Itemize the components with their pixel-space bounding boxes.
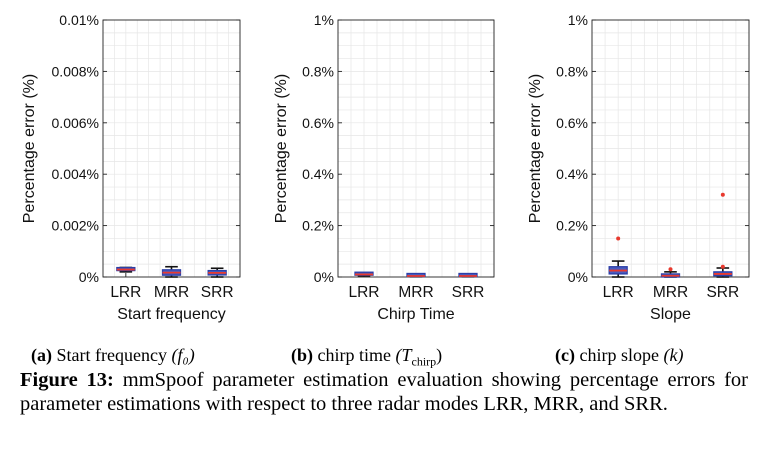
y-tick-label: 0.008% — [52, 63, 99, 79]
subcaption-a-letter: (a) — [31, 345, 52, 365]
x-tick-label: MRR — [653, 284, 688, 301]
box-outlier — [720, 264, 725, 269]
y-tick-label: 0.002% — [52, 218, 99, 234]
box-srr — [207, 267, 227, 278]
box-srr — [458, 272, 478, 278]
x-tick-label: SRR — [452, 284, 485, 301]
caption-label: Figure 13: — [20, 369, 114, 391]
y-axis-label: Percentage error (%) — [273, 74, 290, 223]
y-axis-label: Percentage error (%) — [21, 74, 38, 223]
subcaption-c-symbol: (k) — [663, 345, 684, 365]
y-axis-label: Percentage error (%) — [527, 74, 544, 223]
y-tick-label: 0.8% — [302, 63, 334, 79]
y-tick-label: 1% — [314, 12, 334, 28]
y-tick-label: 0.2% — [556, 218, 588, 234]
y-tick-label: 0.6% — [302, 115, 334, 131]
box-lrr — [354, 271, 374, 277]
y-tick-label: 0.8% — [556, 63, 588, 79]
box-mrr — [161, 265, 182, 278]
x-tick-label: SRR — [706, 284, 739, 301]
x-tick-label: LRR — [603, 284, 634, 301]
y-tick-label: 0.6% — [556, 115, 588, 131]
box-lrr — [608, 236, 628, 278]
y-tick-label: 0% — [568, 269, 588, 285]
chart-2: 0% 0.2% 0.4% 0.6% 0.8% 1% Percentage error (%)… — [273, 12, 495, 323]
y-tick-label: 0.4% — [556, 166, 588, 182]
x-axis-label: Slope — [650, 306, 691, 323]
box-mrr — [406, 272, 426, 278]
y-tick-label: 0.01% — [59, 12, 99, 28]
box-outlier — [720, 192, 725, 197]
subcaption-c: (c) chirp slope (k) — [555, 345, 683, 366]
box-outlier — [668, 267, 673, 272]
y-tick-label: 0% — [314, 269, 334, 285]
y-tick-label: 0.006% — [52, 115, 99, 131]
chart-3: 0% 0.2% 0.4% 0.6% 0.8% 1% Percentage error (%)… — [527, 12, 750, 323]
box-srr — [713, 192, 733, 278]
y-tick-label: 0.004% — [52, 166, 99, 182]
subcaption-b-text: chirp time — [317, 345, 391, 365]
x-axis-label: Start frequency — [117, 306, 226, 323]
x-tick-label: SRR — [201, 284, 234, 301]
caption-text: mmSpoof parameter estimation evaluation … — [20, 369, 748, 415]
x-tick-label: LRR — [110, 284, 141, 301]
y-tick-label: 1% — [568, 12, 588, 28]
subcaption-a-symbol: (f₀) — [171, 345, 195, 365]
x-axis-label: Chirp Time — [377, 306, 454, 323]
y-tick-label: 0.4% — [302, 166, 334, 182]
subcaption-b-letter: (b) — [291, 345, 313, 365]
y-tick-label: 0.2% — [302, 218, 334, 234]
x-tick-label: MRR — [154, 284, 189, 301]
box-mrr — [660, 267, 681, 278]
x-tick-label: MRR — [398, 284, 433, 301]
box-outlier — [616, 236, 621, 241]
subcaption-a-text: Start frequency — [56, 345, 167, 365]
box-lrr — [116, 266, 136, 273]
subcaption-c-text: chirp slope — [579, 345, 659, 365]
x-tick-label: LRR — [348, 284, 379, 301]
chart-1: 0% 0.002% 0.004% 0.006% 0.008% 0.01% Percentag… — [21, 12, 241, 323]
subcaption-a: (a) Start frequency (f₀) — [31, 345, 195, 366]
subcaption-b: (b) chirp time (Tchirp) — [291, 345, 442, 370]
charts-area: 0% 0.002% 0.004% 0.006% 0.008% 0.01% Percentag… — [21, 12, 750, 323]
subcaption-b-symbol: (Tchirp) — [395, 345, 443, 369]
subcaption-c-letter: (c) — [555, 345, 575, 365]
figure-caption: Figure 13: mmSpoof parameter estimation … — [20, 368, 748, 416]
y-tick-label: 0% — [79, 269, 99, 285]
